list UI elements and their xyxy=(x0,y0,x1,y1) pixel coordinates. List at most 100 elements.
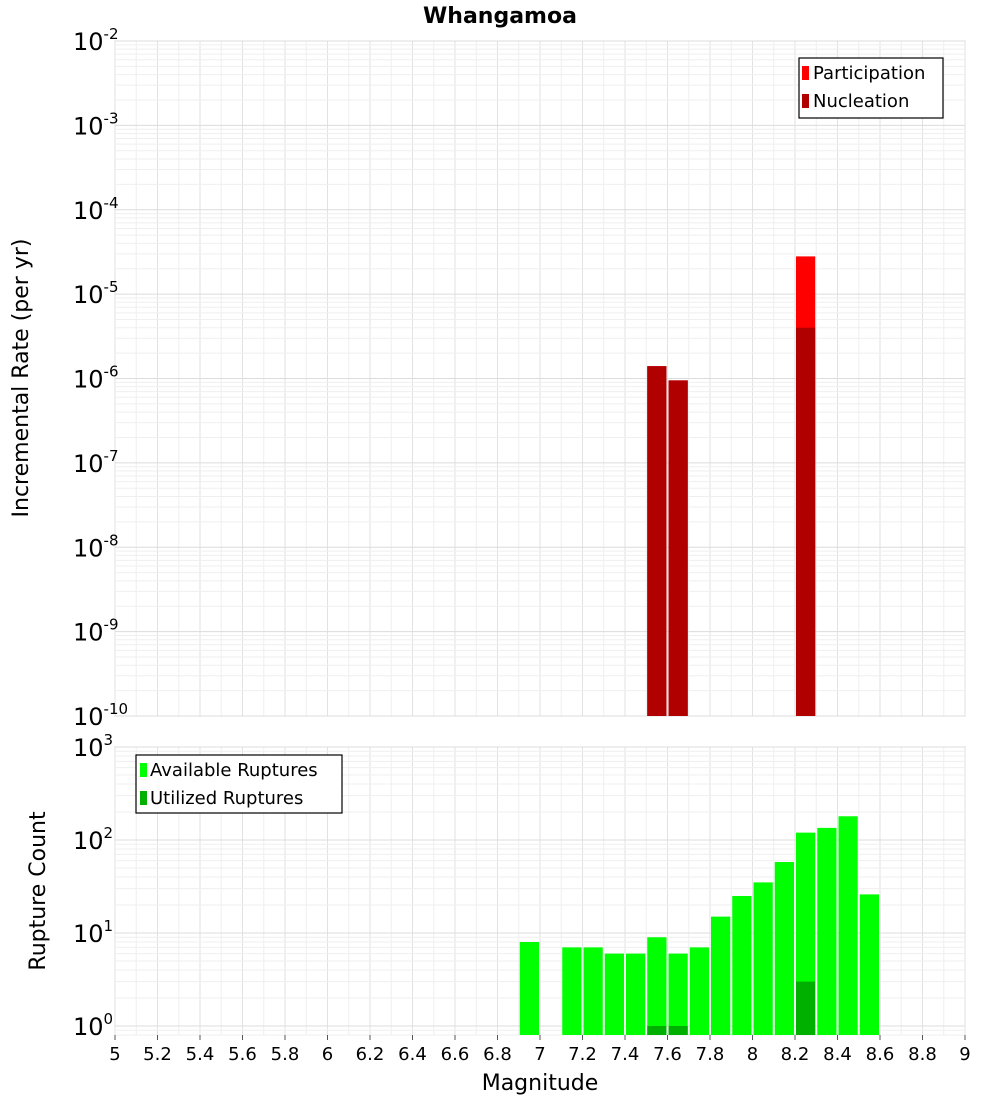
rate-bar-series1-2 xyxy=(796,327,816,716)
y-tick-base: 10 xyxy=(73,112,104,140)
x-tick-label: 8.4 xyxy=(823,1044,852,1065)
y-tick-exponent: -10 xyxy=(104,700,129,718)
count-bar-series0-9 xyxy=(732,895,752,1035)
x-tick-label: 8.8 xyxy=(908,1044,937,1065)
x-tick-label: 6.2 xyxy=(356,1044,385,1065)
count-legend: Available Ruptures Utilized Ruptures xyxy=(135,754,343,814)
count-bar-series1-1 xyxy=(668,1025,688,1035)
count-bar-series0-2 xyxy=(583,947,603,1035)
rate-bars xyxy=(647,256,816,716)
rate-y-tick-label: 10-3 xyxy=(73,109,119,140)
count-bar-series0-14 xyxy=(838,816,858,1035)
rate-y-tick-label: 10-6 xyxy=(73,363,119,394)
y-tick-exponent: -9 xyxy=(104,616,119,634)
x-tick-label: 7.4 xyxy=(611,1044,640,1065)
count-y-axis-label: Rupture Count xyxy=(26,811,51,971)
y-tick-base: 10 xyxy=(73,366,104,394)
x-tick-label: 7.8 xyxy=(696,1044,725,1065)
y-tick-exponent: 1 xyxy=(104,917,114,935)
y-tick-base: 10 xyxy=(73,281,104,309)
legend-swatch-participation xyxy=(802,66,809,80)
count-bar-series1-0 xyxy=(647,1025,667,1035)
rate-y-tick-label: 10-2 xyxy=(73,25,119,56)
y-tick-base: 10 xyxy=(73,703,104,731)
x-tick-label: 5.2 xyxy=(143,1044,172,1065)
y-tick-exponent: -3 xyxy=(104,109,119,127)
x-tick-label: 5.6 xyxy=(228,1044,257,1065)
x-tick-label: 6 xyxy=(322,1044,333,1065)
count-bar-series0-5 xyxy=(647,937,667,1035)
count-bar-series0-7 xyxy=(689,947,709,1035)
count-y-tick-label: 102 xyxy=(73,824,113,855)
y-tick-base: 10 xyxy=(73,920,104,948)
y-tick-base: 10 xyxy=(73,450,104,478)
count-bar-series0-4 xyxy=(626,953,646,1035)
rate-grid xyxy=(114,40,966,717)
y-tick-base: 10 xyxy=(73,1013,104,1041)
y-tick-exponent: -4 xyxy=(104,194,119,212)
legend-label-available: Available Ruptures xyxy=(150,760,318,781)
y-tick-exponent: 2 xyxy=(104,824,114,842)
y-tick-base: 10 xyxy=(73,197,104,225)
x-tick-label: 6.8 xyxy=(483,1044,512,1065)
count-bar-series0-3 xyxy=(604,953,624,1035)
rate-y-tick-label: 10-5 xyxy=(73,278,119,309)
legend-label-utilized: Utilized Ruptures xyxy=(150,788,303,809)
x-axis-label: Magnitude xyxy=(482,1071,599,1096)
count-bar-series0-10 xyxy=(753,882,773,1035)
chart-title: Whangamoa xyxy=(423,4,577,29)
rate-bar-series1-1 xyxy=(668,380,688,716)
y-tick-exponent: -8 xyxy=(104,531,119,549)
y-tick-base: 10 xyxy=(73,734,104,762)
x-tick-label: 8.2 xyxy=(781,1044,810,1065)
x-tick-label: 8 xyxy=(747,1044,758,1065)
x-tick-label: 9 xyxy=(959,1044,970,1065)
y-tick-exponent: -5 xyxy=(104,278,119,296)
legend-swatch-available xyxy=(140,763,147,777)
y-tick-exponent: 3 xyxy=(104,731,114,749)
x-tick-label: 5.4 xyxy=(186,1044,215,1065)
rate-legend-box xyxy=(798,57,944,119)
y-tick-base: 10 xyxy=(73,619,104,647)
count-y-tick-label: 101 xyxy=(73,917,113,948)
x-tick-label: 6.4 xyxy=(398,1044,427,1065)
count-bar-series0-15 xyxy=(859,894,879,1035)
count-bar-series1-2 xyxy=(796,981,816,1035)
x-tick-label: 5.8 xyxy=(271,1044,300,1065)
x-tick-label: 7 xyxy=(534,1044,545,1065)
rate-y-axis-label: Incremental Rate (per yr) xyxy=(9,239,34,518)
rate-y-tick-label: 10-7 xyxy=(73,447,119,478)
x-tick-label: 8.6 xyxy=(866,1044,895,1065)
rate-bar-series1-0 xyxy=(647,366,667,716)
count-y-tick-label: 100 xyxy=(73,1010,113,1041)
count-bar-series0-8 xyxy=(711,916,731,1035)
legend-label-participation: Participation xyxy=(813,63,925,84)
rate-y-tick-label: 10-9 xyxy=(73,616,119,647)
count-bar-series0-6 xyxy=(668,953,688,1035)
legend-swatch-nucleation xyxy=(802,94,809,108)
y-tick-base: 10 xyxy=(73,28,104,56)
x-tick-label: 6.6 xyxy=(441,1044,470,1065)
count-y-tick-label: 103 xyxy=(73,731,113,762)
y-tick-exponent: -7 xyxy=(104,447,119,465)
y-tick-exponent: -6 xyxy=(104,363,119,381)
rate-y-tick-label: 10-10 xyxy=(73,700,128,731)
x-tick-labels: 5 5.2 5.4 5.6 5.8 6 6.2 6.4 6.6 6.8 7 7.2 7.4 7.6 7.8 8… xyxy=(109,1035,971,1065)
y-tick-exponent: -2 xyxy=(104,25,119,43)
count-bar-series0-13 xyxy=(817,827,837,1035)
y-tick-exponent: 0 xyxy=(104,1010,114,1028)
count-bar-series0-1 xyxy=(562,947,582,1035)
y-tick-base: 10 xyxy=(73,827,104,855)
x-tick-label: 7.2 xyxy=(568,1044,597,1065)
rate-y-tick-label: 10-8 xyxy=(73,531,119,562)
count-legend-box xyxy=(135,754,343,814)
count-bar-series0-0 xyxy=(519,942,539,1035)
count-bar-series0-11 xyxy=(774,861,794,1035)
legend-label-nucleation: Nucleation xyxy=(813,91,909,112)
legend-swatch-utilized xyxy=(140,791,147,805)
